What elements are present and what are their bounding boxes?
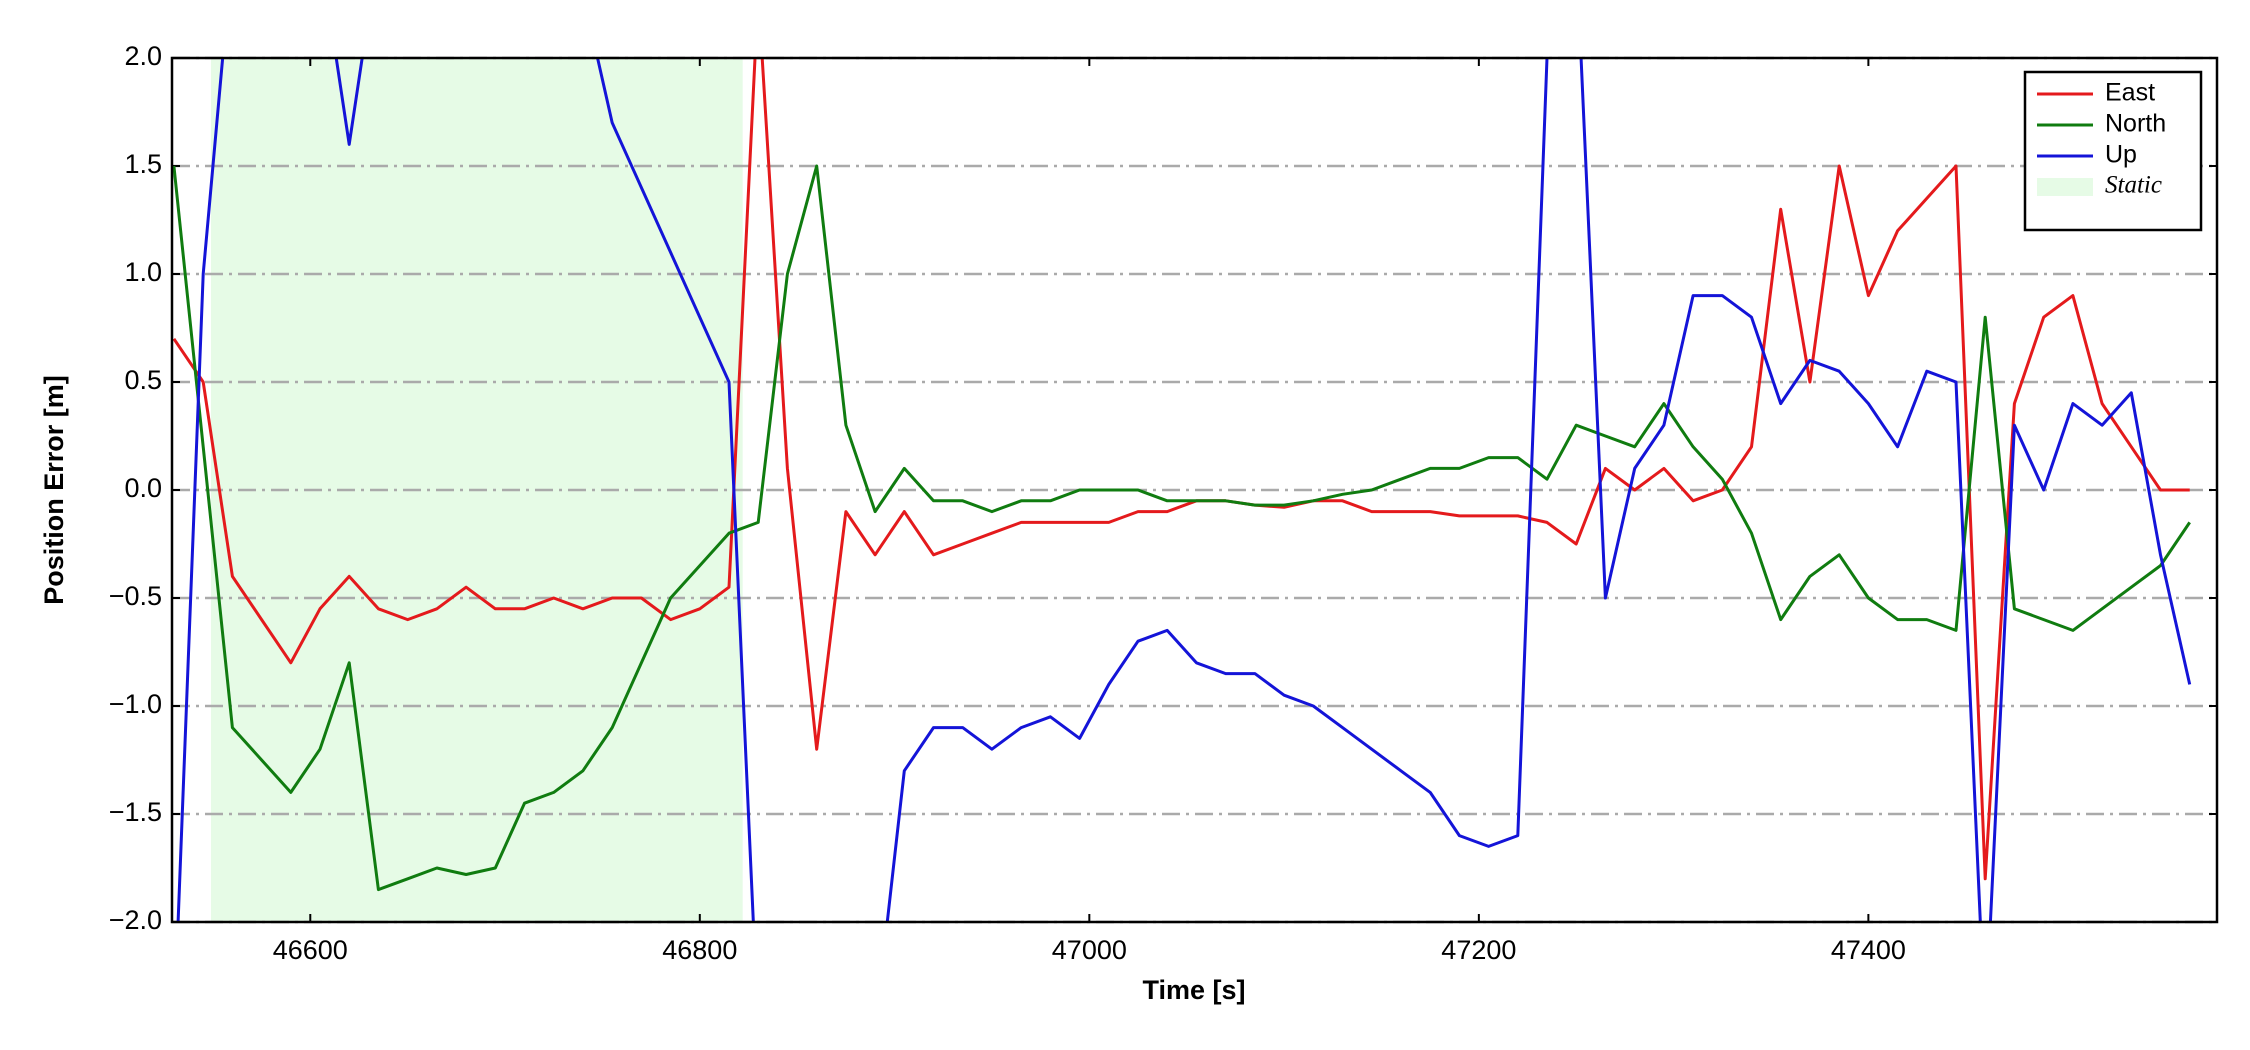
x-tick-label: 46600	[273, 935, 348, 965]
y-tick-label: 0.5	[124, 365, 162, 395]
series-line	[172, 164, 2191, 892]
series-line	[172, 58, 2190, 881]
legend-label: East	[2105, 79, 2155, 107]
y-tick-label: 1.5	[124, 149, 162, 179]
y-tick-label: 1.0	[124, 257, 162, 287]
legend-label: Up	[2105, 141, 2137, 169]
x-axis-label: Time [s]	[1142, 975, 1245, 1005]
y-axis-label: Position Error [m]	[39, 375, 69, 605]
series-line	[176, 58, 2192, 922]
y-tick-label: −2.0	[109, 905, 162, 935]
plot-area	[172, 58, 2192, 922]
plot-frame	[170, 56, 2219, 924]
y-tick-label: 0.0	[124, 473, 162, 503]
x-tick-label: 47200	[1441, 935, 1516, 965]
x-tick-label: 47000	[1052, 935, 1127, 965]
y-tick-label: −0.5	[109, 581, 162, 611]
y-tick-label: 2.0	[124, 41, 162, 71]
y-tick-label: −1.0	[109, 689, 162, 719]
y-tick-label: −1.5	[109, 797, 162, 827]
legend-box	[2023, 70, 2203, 232]
x-tick-label: 47400	[1831, 935, 1906, 965]
legend-label: Static	[2105, 172, 2162, 199]
x-tick-label: 46800	[662, 935, 737, 965]
legend-swatch	[2037, 178, 2093, 196]
legend-label: North	[2105, 110, 2166, 138]
